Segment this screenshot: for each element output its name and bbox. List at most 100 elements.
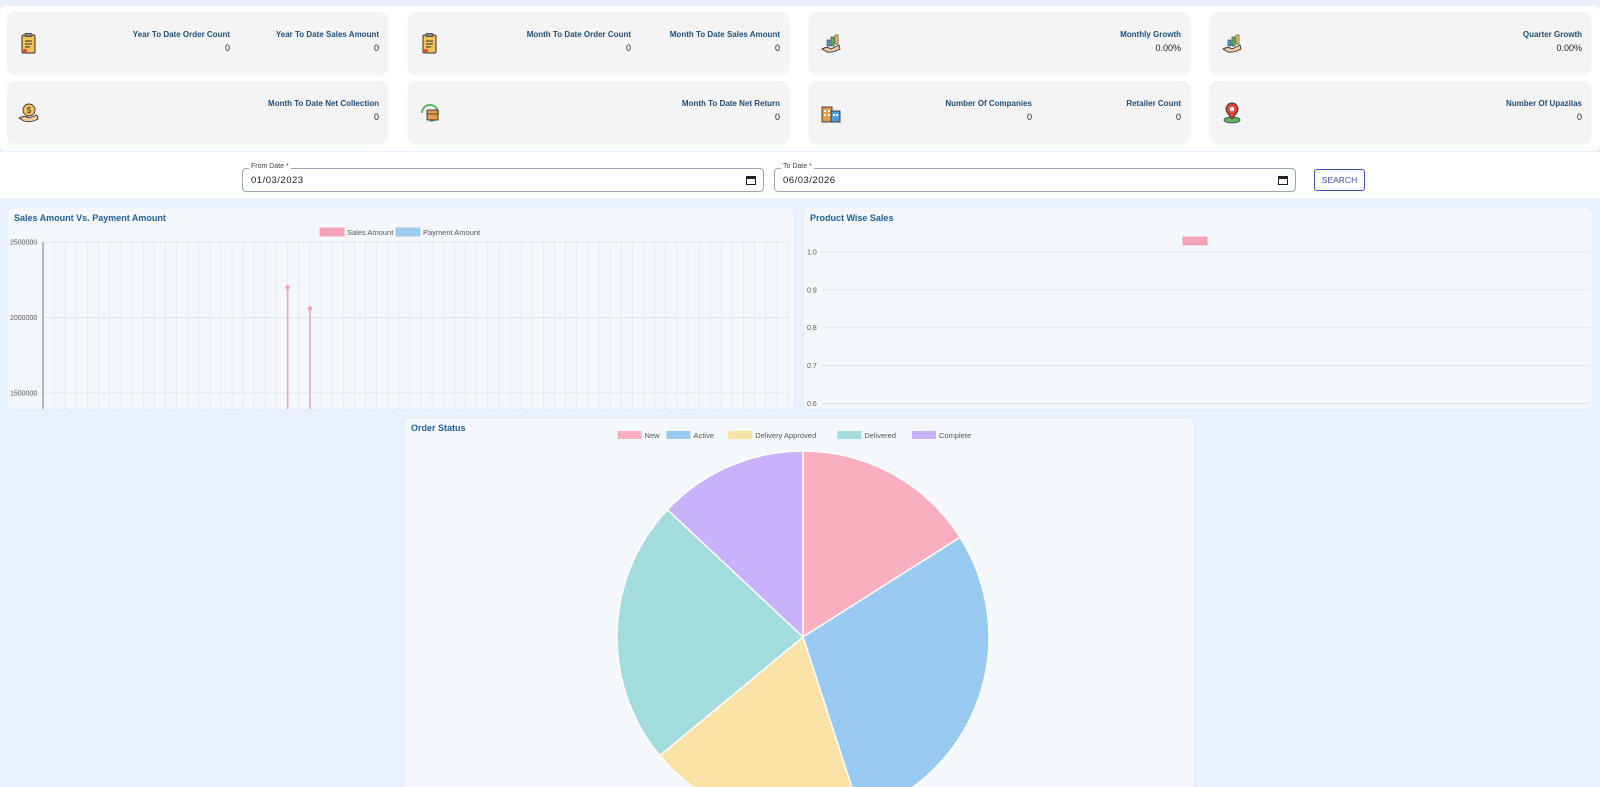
ytd-sales-amount: Year To Date Sales Amount 0 bbox=[276, 30, 379, 53]
legend-label: Delivered bbox=[864, 431, 896, 440]
legend-label: Sales Amount bbox=[347, 228, 394, 237]
to-date-field[interactable]: To Date * 06/03/2026 bbox=[774, 163, 1296, 192]
ytd-card: Year To Date Order Count 0 Year To Date … bbox=[7, 12, 388, 74]
y-tick-label: 0.9 bbox=[807, 287, 817, 294]
invoice-icon bbox=[422, 33, 437, 54]
monthly-growth: Monthly Growth 0.00% bbox=[1120, 30, 1181, 53]
legend-swatch bbox=[395, 227, 421, 237]
map-pin-icon bbox=[1223, 102, 1241, 124]
ytd-order-count-label: Year To Date Order Count bbox=[132, 30, 230, 39]
upazilas-card: Number Of Upazilas 0 bbox=[1210, 81, 1591, 143]
net-return-label: Month To Date Net Return bbox=[681, 99, 780, 108]
mtd-order-count: Month To Date Order Count 0 bbox=[527, 30, 631, 53]
y-tick-label: 1.0 bbox=[807, 250, 817, 257]
mtd-card: Month To Date Order Count 0 Month To Dat… bbox=[408, 12, 789, 74]
companies-card: Number Of Companies 0 Retailer Count 0 bbox=[809, 81, 1190, 143]
companies-label: Number Of Companies bbox=[945, 99, 1032, 108]
quarter-growth-card: Quarter Growth 0.00% bbox=[1210, 12, 1591, 74]
order-status-chart: New Active Delivery Approved Delivered Compl… bbox=[616, 431, 990, 787]
mtd-sales-amount-label: Month To Date Sales Amount bbox=[669, 30, 780, 39]
legend-swatch bbox=[912, 431, 937, 439]
from-date-value: 01/03/2023 bbox=[251, 175, 304, 186]
y-tick-label: 2500000 bbox=[10, 240, 37, 247]
calendar-icon[interactable] bbox=[1278, 175, 1288, 185]
legend-swatch bbox=[617, 431, 642, 439]
pie-slice bbox=[658, 635, 853, 787]
legend-swatch bbox=[728, 431, 753, 439]
growth-icon bbox=[821, 34, 841, 53]
legend-label: Complete bbox=[939, 431, 971, 440]
pie-slice bbox=[616, 508, 805, 757]
order-status-chart-title: Order Status bbox=[411, 423, 466, 433]
data-point bbox=[307, 306, 313, 311]
product-sales-chart-panel: Product Wise Sales 1.0 0.9 0.8 0.7 0.6 bbox=[803, 207, 1593, 410]
net-collection-label: Month To Date Net Collection bbox=[268, 99, 379, 108]
monthly-growth-label: Monthly Growth bbox=[1120, 30, 1181, 39]
invoice-icon bbox=[21, 33, 36, 54]
retailer-label: Retailer Count bbox=[1126, 99, 1181, 108]
product-sales-chart-title: Product Wise Sales bbox=[810, 213, 894, 223]
y-tick-label: 0.7 bbox=[807, 363, 817, 370]
to-date-label: To Date * bbox=[781, 163, 814, 170]
growth-icon bbox=[1222, 34, 1242, 53]
monthly-growth-card: Monthly Growth 0.00% bbox=[809, 12, 1190, 74]
legend-label: Active bbox=[693, 431, 713, 440]
sales-payment-chart-title: Sales Amount Vs. Payment Amount bbox=[14, 213, 166, 223]
money-hand-icon: $ bbox=[18, 103, 39, 123]
pie-slice bbox=[802, 450, 962, 639]
net-return-card: Month To Date Net Return 0 bbox=[408, 81, 789, 143]
net-collection: Month To Date Net Collection 0 bbox=[268, 99, 379, 122]
y-tick-label: 0.6 bbox=[807, 401, 817, 408]
mtd-order-count-label: Month To Date Order Count bbox=[526, 30, 631, 39]
retailer-count: Retailer Count 0 bbox=[1126, 99, 1181, 122]
quarter-growth-value: 0.00% bbox=[1556, 43, 1582, 53]
ytd-order-count: Year To Date Order Count 0 bbox=[133, 30, 230, 53]
y-tick-label: 1500000 bbox=[10, 390, 37, 397]
to-date-value: 06/03/2026 bbox=[783, 175, 836, 186]
svg-text:$: $ bbox=[27, 106, 32, 115]
from-date-field[interactable]: From Date * 01/03/2023 bbox=[242, 163, 764, 192]
companies-value: 0 bbox=[1026, 112, 1032, 122]
quarter-growth: Quarter Growth 0.00% bbox=[1523, 30, 1582, 53]
from-date-label: From Date * bbox=[249, 163, 291, 170]
net-return-value: 0 bbox=[774, 112, 780, 122]
order-status-chart-panel: Order Status New Active Delivery Approved D… bbox=[404, 417, 1195, 787]
retailer-value: 0 bbox=[1175, 112, 1181, 122]
search-button[interactable]: SEARCH bbox=[1314, 169, 1365, 191]
legend-label: New bbox=[645, 431, 661, 440]
ytd-sales-amount-label: Year To Date Sales Amount bbox=[275, 30, 379, 39]
calendar-icon[interactable] bbox=[746, 175, 756, 185]
pie-slice bbox=[666, 450, 804, 639]
sales-payment-chart-panel: Sales Amount Vs. Payment Amount 2500000 2… bbox=[7, 207, 795, 410]
upazilas-label: Number Of Upazilas bbox=[1505, 99, 1582, 108]
date-filter-bar: From Date * 01/03/2023 To Date * 06/03/2… bbox=[0, 152, 1600, 198]
net-collection-value: 0 bbox=[373, 112, 379, 122]
net-collection-card: $ Month To Date Net Collection 0 bbox=[7, 81, 388, 143]
mtd-sales-amount: Month To Date Sales Amount 0 bbox=[670, 30, 780, 53]
monthly-growth-value: 0.00% bbox=[1155, 43, 1181, 53]
companies-count: Number Of Companies 0 bbox=[945, 99, 1032, 122]
upazilas: Number Of Upazilas 0 bbox=[1506, 99, 1582, 122]
legend-swatch bbox=[666, 431, 691, 439]
return-box-icon bbox=[421, 104, 439, 122]
legend-swatch bbox=[837, 431, 862, 439]
mtd-order-count-value: 0 bbox=[625, 43, 631, 53]
ytd-order-count-value: 0 bbox=[224, 43, 230, 53]
company-icon bbox=[821, 106, 841, 123]
quarter-growth-label: Quarter Growth bbox=[1522, 30, 1582, 39]
pie-slice bbox=[802, 536, 990, 787]
y-tick-label: 0.8 bbox=[807, 325, 817, 332]
sales-payment-chart: 2500000 2000000 1500000 Sales Amount Payment… bbox=[10, 227, 789, 409]
product-sales-chart: 1.0 0.9 0.8 0.7 0.6 bbox=[807, 236, 1590, 408]
upazilas-value: 0 bbox=[1576, 112, 1582, 122]
mtd-sales-amount-value: 0 bbox=[774, 43, 780, 53]
y-tick-label: 2000000 bbox=[10, 315, 37, 322]
legend-swatch bbox=[1182, 236, 1208, 246]
net-return: Month To Date Net Return 0 bbox=[682, 99, 780, 122]
ytd-sales-amount-value: 0 bbox=[373, 43, 379, 53]
legend-label: Delivery Approved bbox=[755, 431, 816, 440]
legend-swatch bbox=[319, 227, 345, 237]
kpi-section: Year To Date Order Count 0 Year To Date … bbox=[0, 6, 1600, 151]
legend-label: Payment Amount bbox=[423, 228, 481, 237]
